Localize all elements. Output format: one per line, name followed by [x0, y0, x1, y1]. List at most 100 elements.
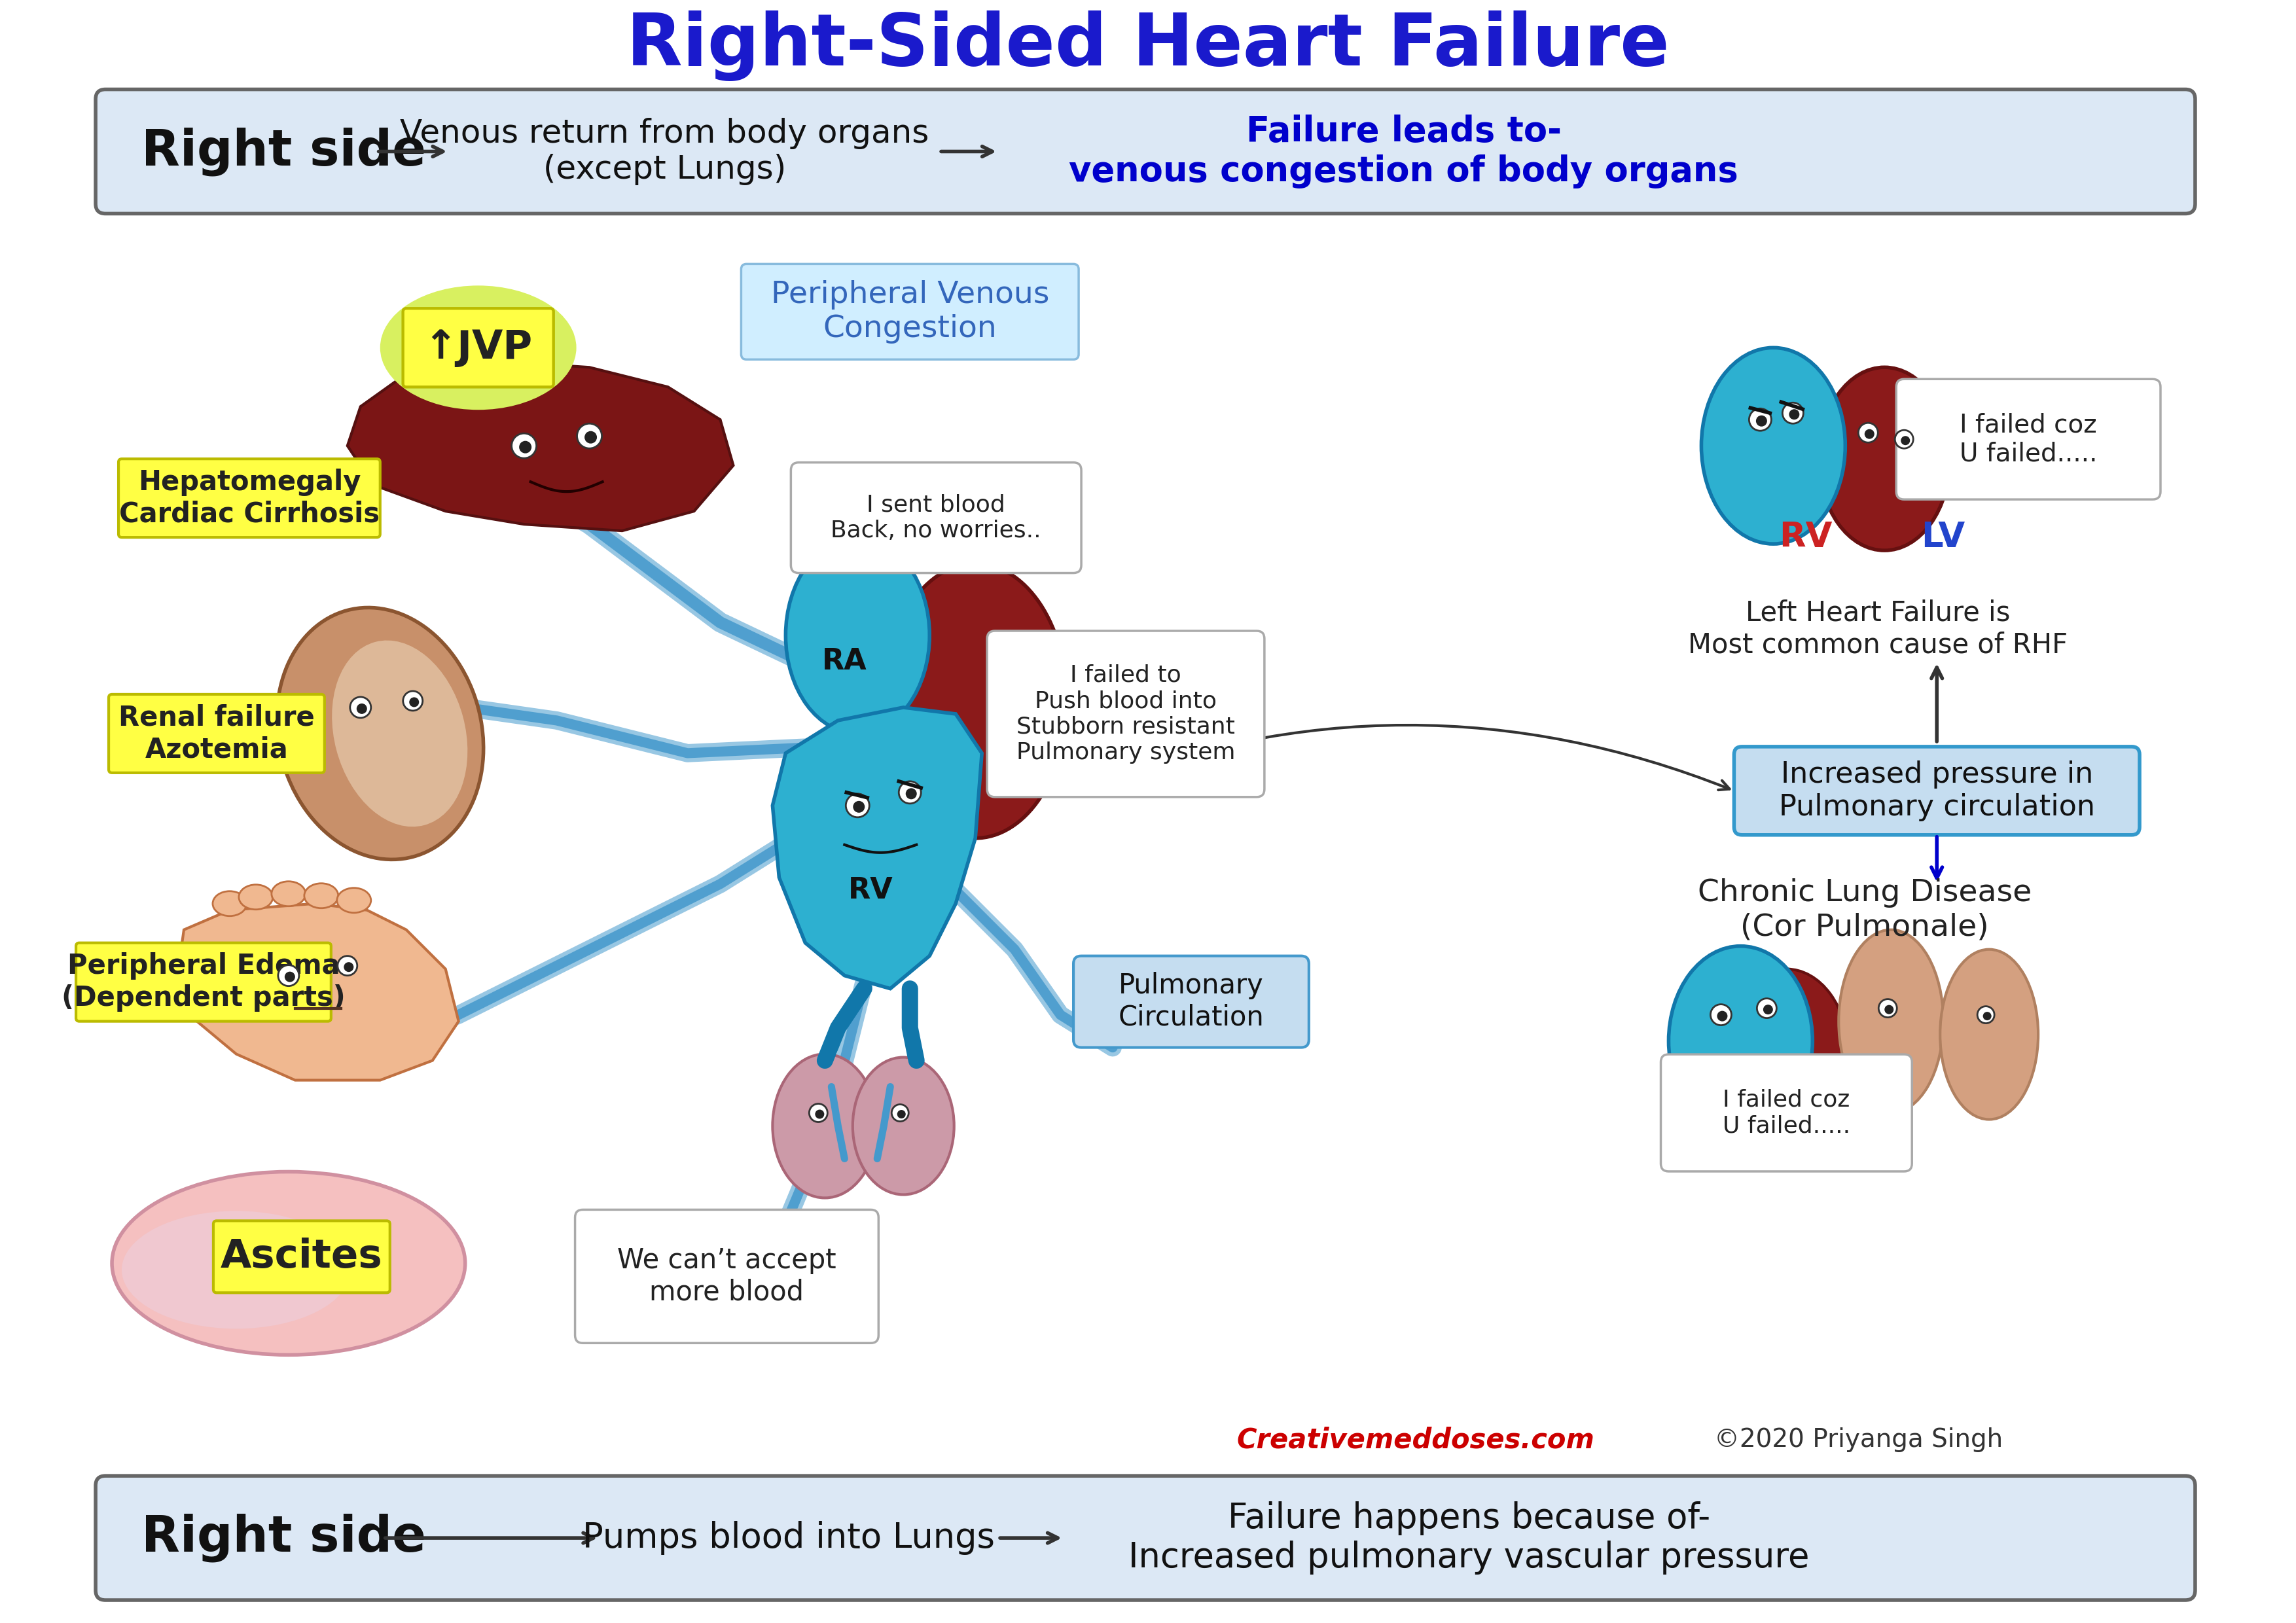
Ellipse shape: [152, 1264, 191, 1287]
Ellipse shape: [338, 888, 372, 912]
FancyBboxPatch shape: [108, 695, 324, 773]
Ellipse shape: [1711, 1005, 1731, 1026]
FancyBboxPatch shape: [1896, 380, 2161, 500]
Text: I failed to
Push blood into
Stubborn resistant
Pulmonary system: I failed to Push blood into Stubborn res…: [1017, 664, 1235, 764]
Ellipse shape: [898, 1110, 905, 1118]
Ellipse shape: [122, 1211, 351, 1329]
Ellipse shape: [344, 962, 354, 972]
Ellipse shape: [1717, 1011, 1727, 1021]
Text: Failure leads to-
venous congestion of body organs: Failure leads to- venous congestion of b…: [1070, 115, 1738, 188]
Text: ©2020 Priyanga Singh: ©2020 Priyanga Singh: [1715, 1428, 2002, 1453]
Text: I failed coz
U failed.....: I failed coz U failed.....: [1722, 1089, 1851, 1136]
Ellipse shape: [1669, 946, 1812, 1136]
Text: Creativemeddoses.com: Creativemeddoses.com: [1238, 1427, 1596, 1454]
Text: Renal failure
Azotemia: Renal failure Azotemia: [119, 704, 315, 763]
Ellipse shape: [285, 972, 296, 982]
FancyBboxPatch shape: [404, 308, 553, 386]
Polygon shape: [347, 360, 732, 531]
FancyBboxPatch shape: [574, 1209, 879, 1344]
Text: ↑JVP: ↑JVP: [425, 328, 533, 367]
Ellipse shape: [1940, 949, 2039, 1120]
Ellipse shape: [898, 781, 921, 803]
Text: I sent blood
Back, no worries..: I sent blood Back, no worries..: [831, 493, 1042, 542]
Ellipse shape: [349, 696, 372, 717]
Ellipse shape: [519, 441, 533, 453]
FancyBboxPatch shape: [96, 89, 2195, 214]
Ellipse shape: [1789, 409, 1800, 420]
Ellipse shape: [1701, 347, 1846, 544]
Ellipse shape: [854, 800, 866, 813]
Ellipse shape: [815, 1110, 824, 1118]
FancyBboxPatch shape: [987, 631, 1265, 797]
Ellipse shape: [771, 1053, 877, 1198]
Ellipse shape: [585, 432, 597, 443]
Ellipse shape: [1885, 1005, 1894, 1014]
FancyBboxPatch shape: [76, 943, 331, 1021]
Ellipse shape: [1977, 1006, 1995, 1022]
FancyBboxPatch shape: [119, 459, 381, 537]
FancyBboxPatch shape: [214, 1220, 390, 1294]
Text: LV: LV: [1922, 521, 1965, 555]
Text: Increased pressure in
Pulmonary circulation: Increased pressure in Pulmonary circulat…: [1779, 761, 2094, 821]
FancyBboxPatch shape: [1660, 1055, 1913, 1172]
Ellipse shape: [1901, 437, 1910, 445]
Ellipse shape: [785, 537, 930, 734]
Ellipse shape: [1782, 403, 1802, 424]
Text: RV: RV: [1779, 521, 1832, 555]
Ellipse shape: [1763, 1005, 1773, 1014]
Ellipse shape: [1894, 430, 1913, 448]
Ellipse shape: [1839, 930, 1942, 1113]
Ellipse shape: [305, 883, 338, 909]
FancyBboxPatch shape: [1733, 747, 2140, 834]
Ellipse shape: [576, 424, 602, 448]
Ellipse shape: [905, 789, 916, 799]
Ellipse shape: [1724, 969, 1848, 1139]
Text: Chronic Lung Disease
(Cor Pulmonale): Chronic Lung Disease (Cor Pulmonale): [1697, 878, 2032, 941]
FancyBboxPatch shape: [96, 1475, 2195, 1600]
Text: Venous return from body organs
(except Lungs): Venous return from body organs (except L…: [400, 117, 930, 185]
Text: Pulmonary
Circulation: Pulmonary Circulation: [1118, 972, 1265, 1031]
Ellipse shape: [113, 1172, 466, 1355]
Text: Right-Sided Heart Failure: Right-Sided Heart Failure: [627, 10, 1669, 81]
Ellipse shape: [409, 698, 420, 708]
Ellipse shape: [1756, 998, 1777, 1018]
Ellipse shape: [512, 433, 537, 458]
FancyBboxPatch shape: [742, 265, 1079, 359]
Text: We can’t accept
more blood: We can’t accept more blood: [618, 1246, 836, 1307]
Ellipse shape: [338, 956, 358, 975]
Ellipse shape: [884, 563, 1068, 837]
Ellipse shape: [1864, 428, 1874, 438]
FancyBboxPatch shape: [790, 463, 1081, 573]
Ellipse shape: [333, 641, 468, 826]
Ellipse shape: [278, 966, 298, 987]
Ellipse shape: [404, 691, 422, 711]
Text: Failure happens because of-
Increased pulmonary vascular pressure: Failure happens because of- Increased pu…: [1130, 1501, 1809, 1574]
Ellipse shape: [1857, 424, 1878, 443]
FancyBboxPatch shape: [1075, 956, 1309, 1047]
Text: RA: RA: [822, 648, 868, 675]
Ellipse shape: [808, 1104, 827, 1121]
Ellipse shape: [845, 794, 870, 818]
Ellipse shape: [214, 891, 246, 915]
Text: Ascites: Ascites: [220, 1237, 383, 1276]
Ellipse shape: [1750, 409, 1770, 430]
Ellipse shape: [271, 881, 305, 906]
Text: Left Heart Failure is
Most common cause of RHF: Left Heart Failure is Most common cause …: [1688, 599, 2069, 659]
Ellipse shape: [1756, 415, 1768, 427]
FancyBboxPatch shape: [404, 308, 553, 386]
Ellipse shape: [356, 703, 367, 714]
Ellipse shape: [1878, 1000, 1896, 1018]
Ellipse shape: [381, 286, 576, 411]
Ellipse shape: [239, 885, 273, 909]
Text: Pumps blood into Lungs: Pumps blood into Lungs: [583, 1521, 994, 1555]
Text: Peripheral Venous
Congestion: Peripheral Venous Congestion: [771, 281, 1049, 344]
Ellipse shape: [852, 1057, 955, 1195]
Ellipse shape: [891, 1104, 909, 1121]
Text: RV: RV: [847, 876, 893, 904]
Ellipse shape: [1818, 367, 1949, 550]
Text: Right side: Right side: [142, 1514, 427, 1563]
Ellipse shape: [278, 607, 484, 860]
Polygon shape: [177, 904, 459, 1081]
Text: Peripheral Edema
(Dependent parts): Peripheral Edema (Dependent parts): [62, 953, 344, 1011]
Polygon shape: [771, 708, 983, 988]
